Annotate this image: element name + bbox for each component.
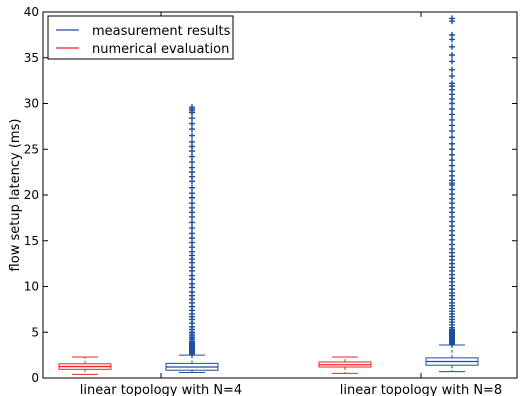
outlier-point <box>189 200 195 207</box>
legend-frame <box>47 15 234 60</box>
y-tick-label: 10 <box>24 280 39 294</box>
outlier-point <box>189 190 195 197</box>
y-tick-label: 25 <box>24 142 39 156</box>
plot-frame <box>42 11 518 379</box>
outlier-point <box>189 120 195 127</box>
legend-label: measurement results <box>92 24 231 39</box>
y-tick-label: 40 <box>24 5 39 19</box>
outlier-point <box>189 224 195 231</box>
outlier-point <box>449 122 455 129</box>
outlier-point <box>189 138 195 145</box>
outlier-point <box>189 115 195 122</box>
legend-label: numerical evaluation <box>92 42 229 57</box>
outlier-point <box>449 111 455 118</box>
outlier-point <box>449 43 455 50</box>
outlier-point <box>449 58 455 65</box>
outlier-point <box>189 164 195 171</box>
outlier-point <box>189 126 195 133</box>
outlier-point <box>449 15 455 22</box>
outlier-point <box>449 157 455 164</box>
outlier-point <box>189 104 195 111</box>
outlier-point <box>189 153 195 160</box>
outlier-point <box>449 151 455 158</box>
y-tick-label: 5 <box>31 325 39 339</box>
y-tick-label: 30 <box>24 97 39 111</box>
y-axis-label: flow setup latency (ms) <box>8 119 23 272</box>
outlier-point <box>189 159 195 166</box>
y-tick-label: 20 <box>24 188 39 202</box>
y-tick-label: 0 <box>31 371 39 385</box>
box-plot-series <box>58 15 479 375</box>
outlier-point <box>449 66 455 73</box>
outlier-point <box>189 132 195 139</box>
outlier-point <box>449 140 455 147</box>
outlier-point <box>189 219 195 226</box>
outlier-point <box>449 162 455 169</box>
outlier-point <box>449 146 455 153</box>
outlier-point <box>449 134 455 141</box>
outlier-point <box>449 168 455 175</box>
axes: 0 5 10 15 20 25 30 35 40 linear topology with N=4… <box>24 5 517 396</box>
outlier-point <box>449 31 455 38</box>
outlier-point <box>189 230 195 237</box>
outlier-point <box>449 80 455 87</box>
x-tick-label: linear topology with N=4 <box>80 383 242 396</box>
outlier-point <box>189 184 195 191</box>
legend: measurement results numerical evaluation <box>47 15 234 60</box>
x-tick-label: linear topology with N=8 <box>340 383 502 396</box>
outlier-point <box>449 127 455 134</box>
y-tick-label: 15 <box>24 234 39 248</box>
outlier-point <box>449 116 455 123</box>
outlier-point <box>449 105 455 112</box>
outlier-point <box>449 73 455 80</box>
y-tick-label: 35 <box>24 51 39 65</box>
outlier-point <box>449 52 455 59</box>
